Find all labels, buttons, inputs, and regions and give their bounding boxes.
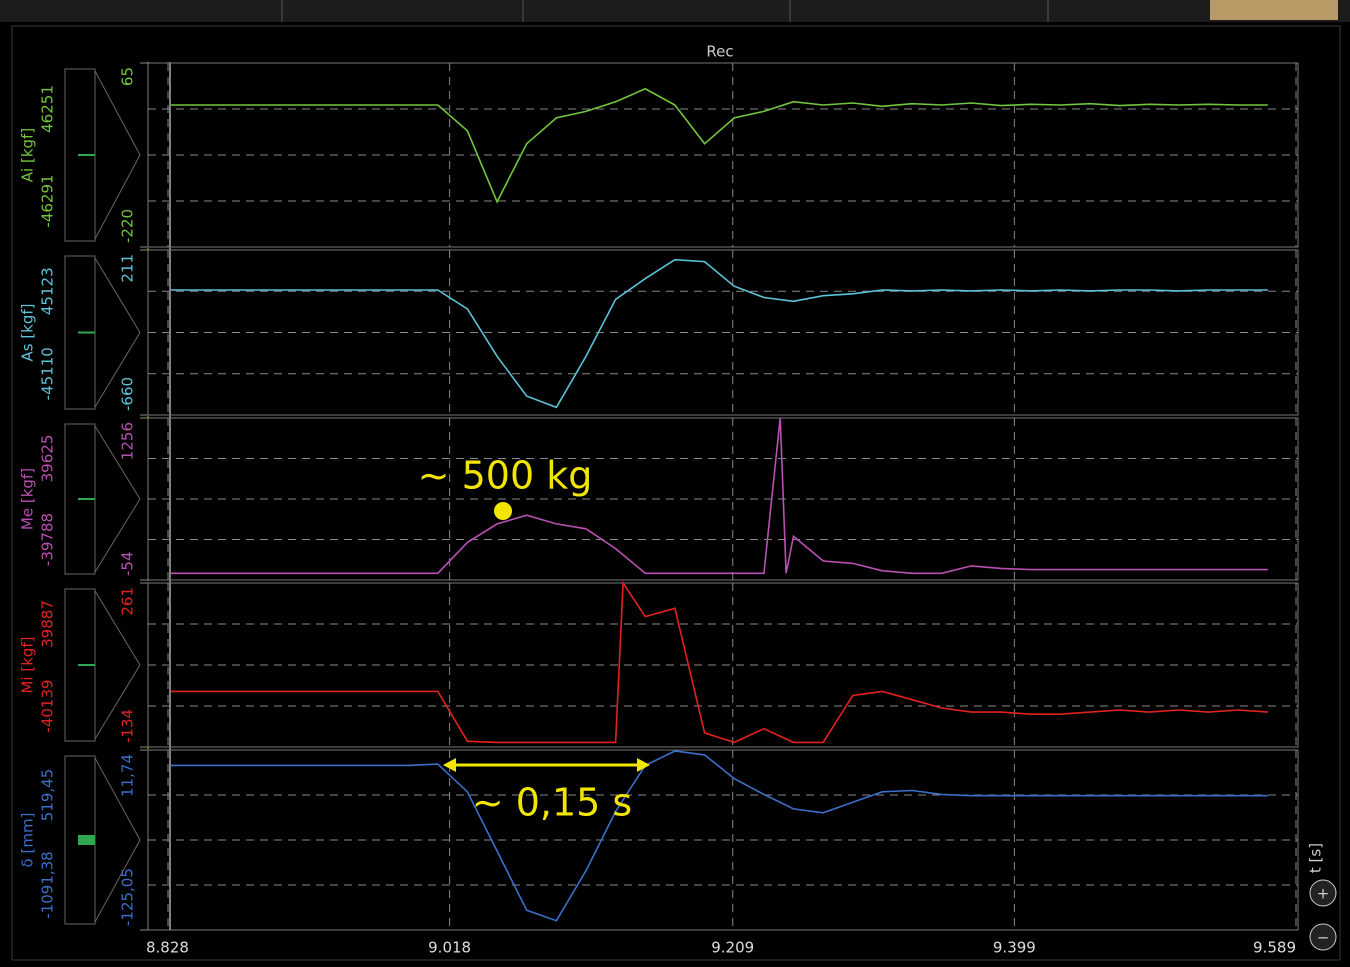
app-window: Rec t [s] + − Ai [kgf]46251 -46291 -220 65 A… [0, 0, 1350, 963]
channel-label: Mi [kgf] [19, 636, 37, 693]
y-tick-label: 261 [119, 587, 137, 616]
channel-label: δ [mm] [19, 813, 37, 868]
top-bar [0, 0, 1350, 22]
y-tick-label: -220 [119, 209, 137, 243]
scale-upper: 46251 [39, 85, 57, 133]
channel-label: As [kgf] [19, 303, 37, 361]
y-tick-label: -125,05 [119, 868, 137, 926]
scale-lower: -45110 [39, 347, 57, 400]
y-tick-label: -134 [119, 709, 137, 743]
y-tick-label: 1256 [119, 422, 137, 460]
y-tick-label: -660 [119, 377, 137, 411]
scale-upper: 39887 [39, 600, 57, 648]
window-title: Rec [706, 43, 733, 61]
annotation: ~ 500 kg [418, 454, 593, 498]
background [0, 0, 1350, 963]
y-tick-label: 11,74 [119, 754, 137, 797]
annotation-dot [494, 502, 512, 520]
svg-text:−: − [1317, 929, 1330, 947]
time-axis-label: t [s] [1307, 843, 1325, 873]
y-tick-label: 65 [119, 67, 137, 86]
zoom-in[interactable]: + [1310, 880, 1336, 906]
scale-lower: -46291 [39, 174, 57, 227]
channel-label: Me [kgf] [19, 468, 37, 530]
y-tick-label: -54 [119, 552, 137, 577]
x-tick-label: 9.018 [428, 939, 471, 957]
annotation: ~ 0,15 s [472, 781, 632, 825]
scale-upper: 39625 [39, 435, 57, 483]
scale-upper: 45123 [39, 267, 57, 315]
svg-text:+: + [1317, 885, 1330, 903]
scale-upper: 519,45 [39, 769, 57, 822]
scale-lower: -39788 [39, 513, 57, 566]
x-tick-label: 9.399 [993, 939, 1036, 957]
scale-lower: -40139 [39, 679, 57, 732]
thumbnail [1210, 0, 1338, 20]
zoom-out[interactable]: − [1310, 924, 1336, 950]
scale-lower: -1091,38 [39, 851, 57, 918]
y-tick-label: 211 [119, 254, 137, 283]
channel-label: Ai [kgf] [19, 128, 37, 182]
x-tick-label: 8.828 [146, 939, 189, 957]
x-tick-label: 9.209 [711, 939, 754, 957]
x-tick-label: 9.589 [1253, 939, 1296, 957]
